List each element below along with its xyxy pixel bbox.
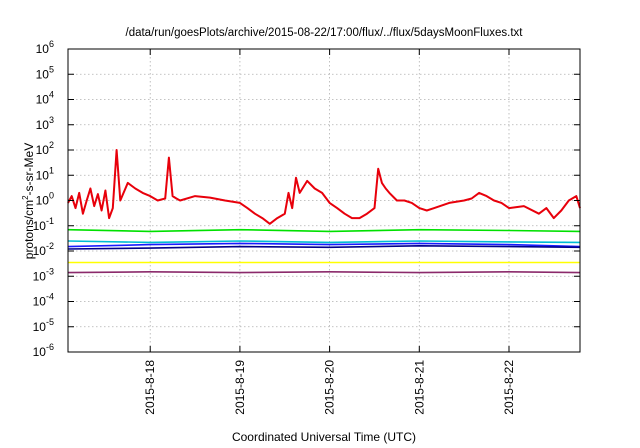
grid	[68, 49, 580, 352]
y-tick-label-exp: 5	[49, 64, 54, 74]
series-line-2	[67, 228, 581, 233]
x-tick-label: 2015-8-19	[233, 360, 247, 415]
y-axis: 10-610-510-410-310-210-11001011021031041…	[33, 39, 580, 359]
series-line-5	[67, 245, 581, 250]
chart-title: /data/run/goesPlots/archive/2015-08-22/1…	[126, 27, 524, 39]
x-tick-label: 2015-8-20	[323, 360, 337, 415]
y-tick-label: 101	[36, 165, 54, 182]
y-tick-label-exp: -5	[46, 317, 54, 327]
y-tick-label-exp: -2	[46, 241, 54, 251]
series-line-1	[67, 149, 581, 225]
x-tick-label: 2015-8-18	[143, 360, 157, 415]
series-line-4	[67, 242, 581, 248]
y-tick-label-base: 10	[36, 42, 50, 56]
y-tick-label: 103	[36, 115, 54, 132]
y-tick-label-exp: 6	[49, 39, 54, 49]
y-tick-label: 105	[36, 64, 54, 81]
y-tick-label: 102	[36, 140, 54, 157]
y-tick-label-base: 10	[36, 168, 50, 182]
y-tick-label-exp: 1	[49, 165, 54, 175]
y-tick-label: 104	[36, 90, 54, 107]
y-tick-label-exp: 4	[49, 90, 54, 100]
y-tick-label-exp: -3	[46, 266, 54, 276]
y-tick-label-base: 10	[36, 194, 50, 208]
y-tick-label-exp: 0	[49, 191, 54, 201]
x-tick-label: 2015-8-22	[502, 360, 516, 415]
y-tick-label-exp: 2	[49, 140, 54, 150]
y-axis-label-base: protons/cm	[22, 200, 36, 259]
y-tick-label: 100	[36, 191, 54, 208]
y-tick-label-base: 10	[33, 345, 47, 359]
y-axis-label: protons/cm2-s-sr-MeV	[21, 143, 36, 259]
x-axis: 2015-8-18 2015-8-19 2015-8-20 2015-8-21 2015…	[143, 49, 516, 415]
y-tick-label-exp: -1	[46, 216, 54, 226]
series-line-7	[67, 270, 581, 274]
y-tick-label-base: 10	[36, 143, 50, 157]
series-line-3	[67, 240, 581, 244]
y-tick-label: 10-3	[33, 266, 54, 283]
y-tick-label-exp: 3	[49, 115, 54, 125]
y-tick-label-base: 10	[33, 219, 47, 233]
y-tick-label-base: 10	[33, 269, 47, 283]
y-tick-label-base: 10	[33, 320, 47, 334]
y-tick-label: 10-1	[33, 216, 54, 233]
x-axis-label: Coordinated Universal Time (UTC)	[232, 430, 416, 444]
y-tick-label-base: 10	[36, 93, 50, 107]
y-axis-label-sup: 2	[21, 195, 30, 200]
y-tick-label-exp: -4	[46, 292, 54, 302]
y-tick-label-base: 10	[36, 118, 50, 132]
series-group	[67, 149, 581, 274]
y-tick-label-exp: -6	[46, 342, 54, 352]
y-tick-label: 106	[36, 39, 54, 56]
y-tick-label-base: 10	[36, 67, 50, 81]
y-tick-label-base: 10	[33, 295, 47, 309]
y-tick-label: 10-6	[33, 342, 54, 359]
x-tick-label: 2015-8-21	[412, 360, 426, 415]
y-tick-label: 10-5	[33, 317, 54, 334]
y-tick-label: 10-4	[33, 292, 54, 309]
y-axis-label-rest: -s-sr-MeV	[22, 143, 36, 196]
y-tick-label-base: 10	[33, 244, 47, 258]
y-tick-label: 10-2	[33, 241, 54, 258]
